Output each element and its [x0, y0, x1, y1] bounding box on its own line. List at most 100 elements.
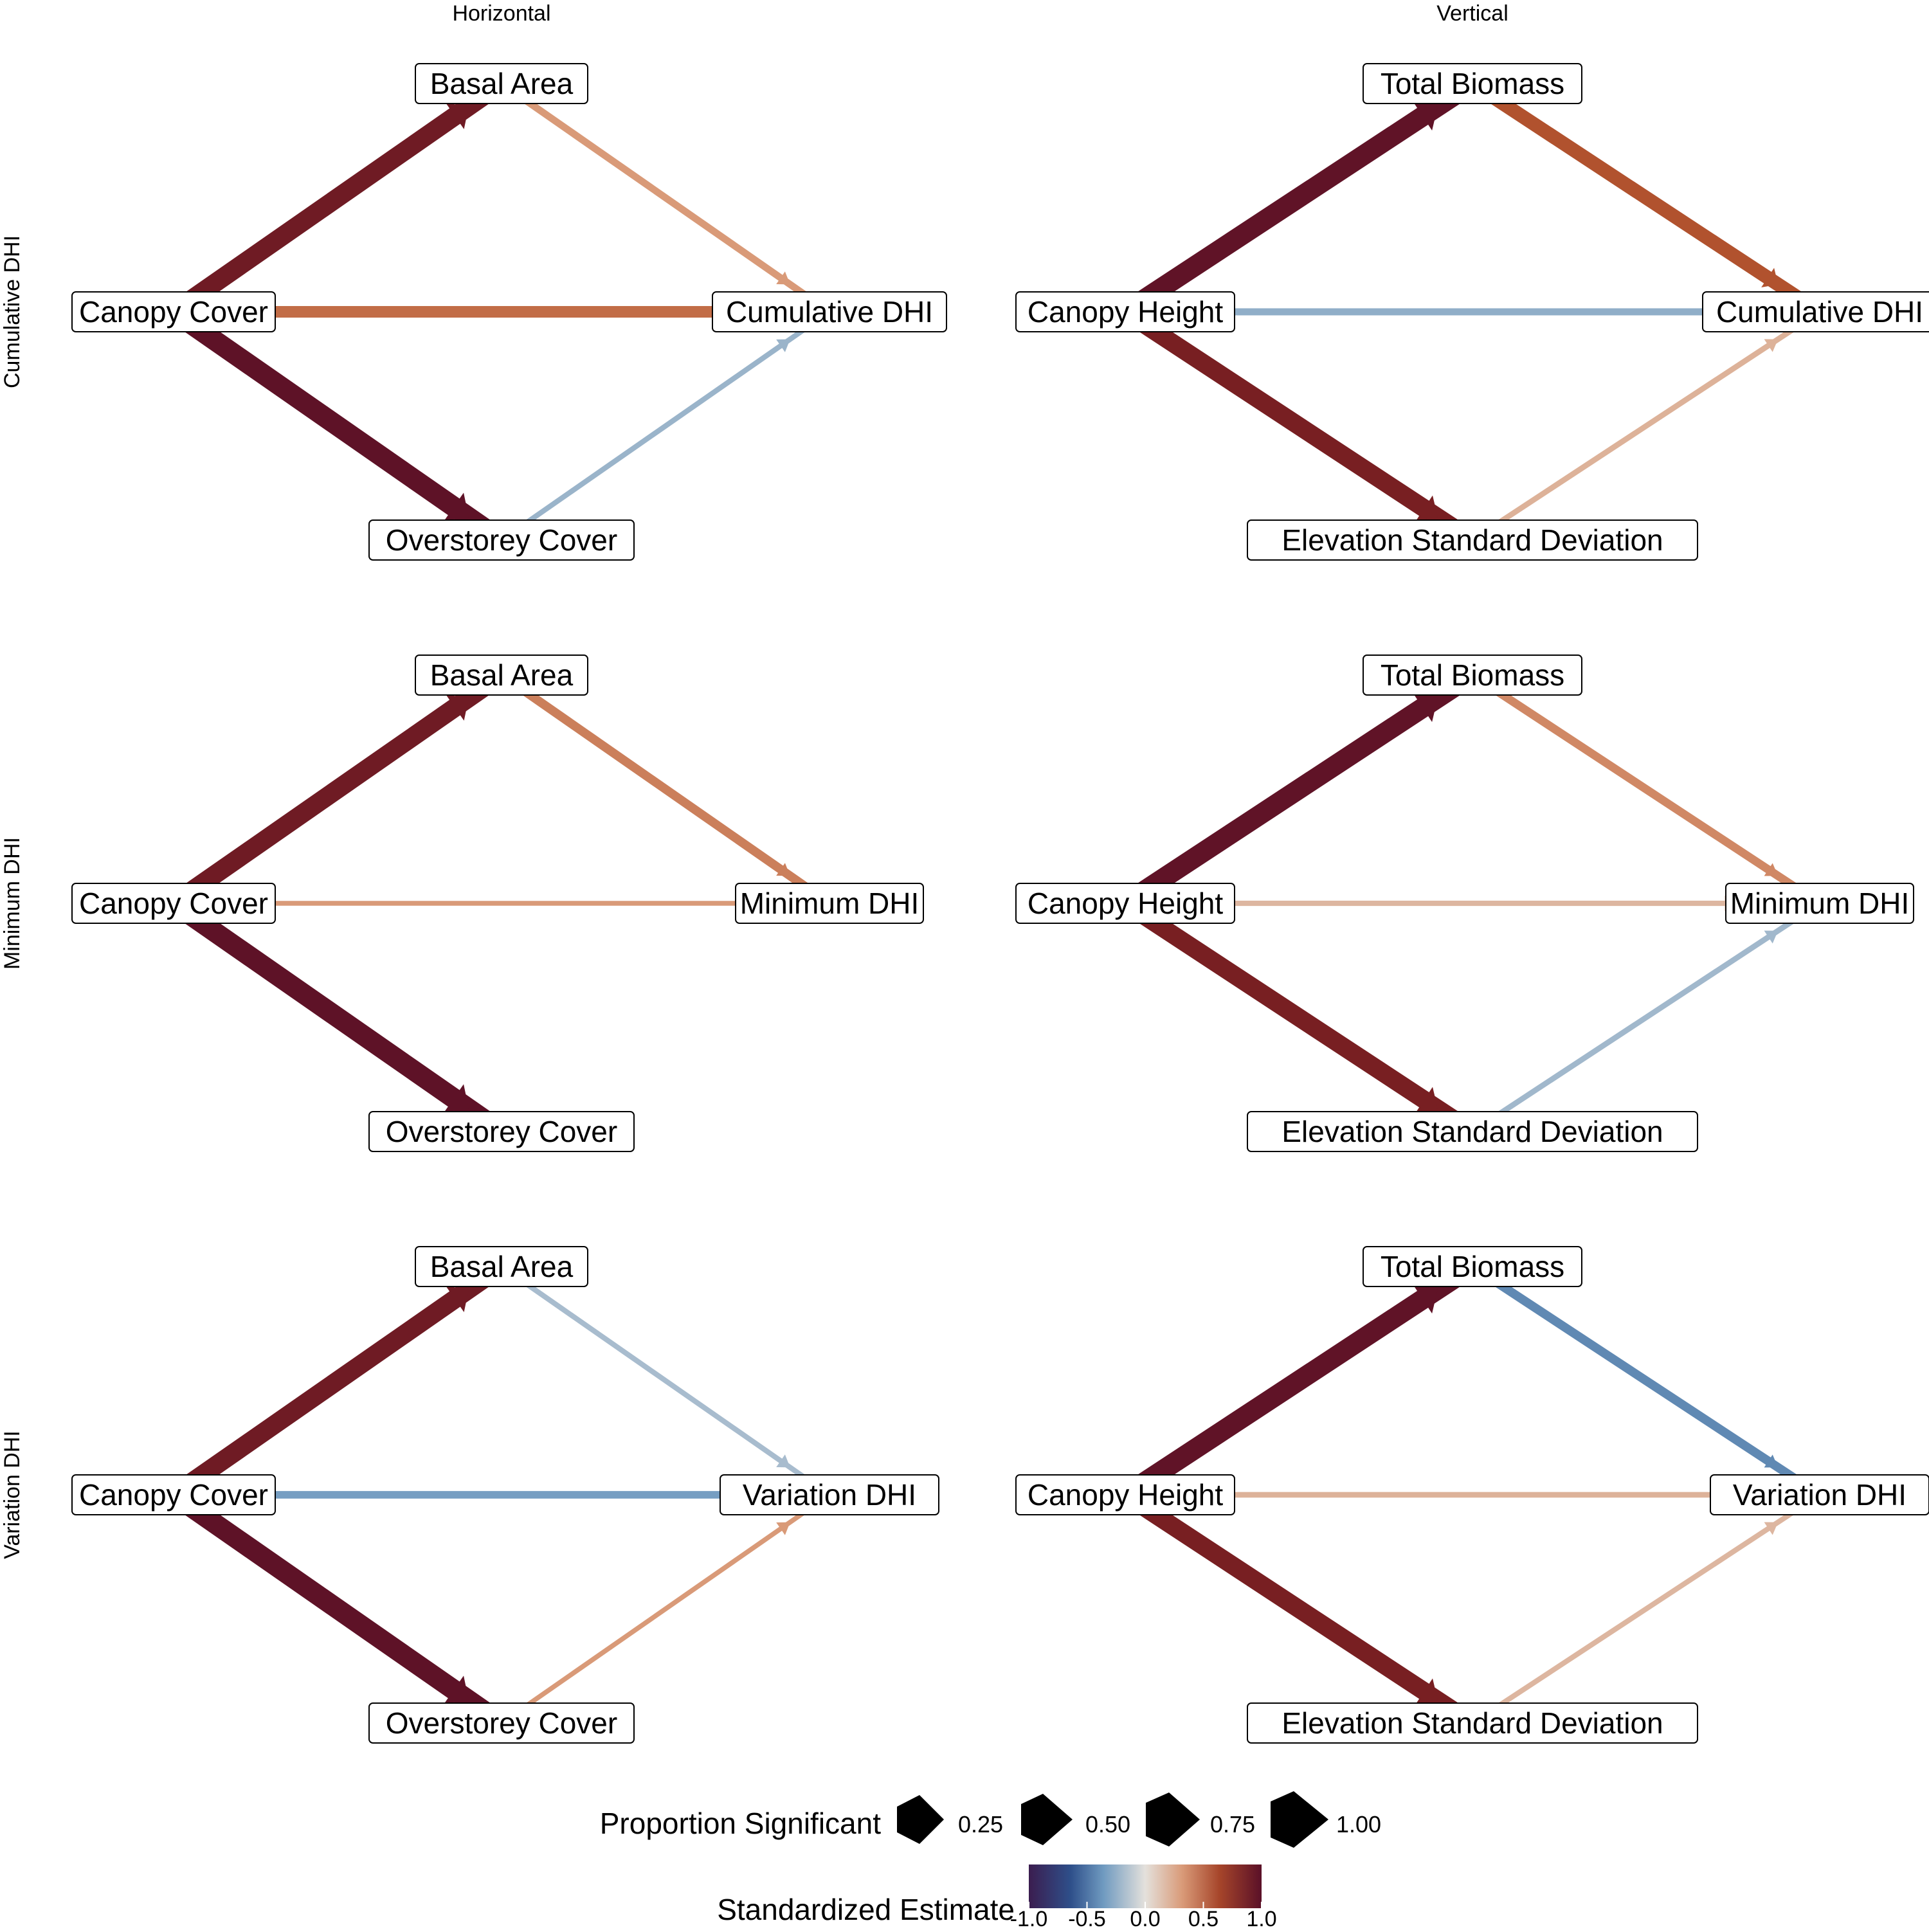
estimate-colorbar	[1029, 1864, 1262, 1908]
legend-key-label: 1.00	[1336, 1811, 1381, 1837]
legend-estimate-title: Standardized Estimate	[717, 1893, 1015, 1926]
node-label-right: Minimum DHI	[740, 887, 919, 920]
node-box	[1363, 655, 1582, 696]
edge-top-to-right	[499, 80, 832, 315]
node-top: Total Biomass	[1363, 1246, 1582, 1287]
node-label-left: Canopy Cover	[79, 295, 268, 329]
panel-horizontal-cumulative-dhi: Basal Area Canopy Cover Cumulative DHI O…	[71, 63, 947, 561]
edge-arrowhead	[446, 694, 469, 721]
edge-left-to-bottom	[1120, 304, 1478, 548]
node-top: Basal Area	[415, 63, 588, 104]
edge-arrowhead	[1764, 1454, 1779, 1468]
edge-arrowhead	[1415, 1087, 1438, 1113]
node-box	[1015, 1474, 1235, 1515]
edge-left-to-bottom	[1120, 896, 1478, 1139]
estimate-tick-label: -1.0	[1010, 1907, 1048, 1929]
node-label-right: Variation DHI	[743, 1478, 916, 1512]
edge-left-to-top	[1119, 75, 1478, 321]
edge-arrowhead	[776, 271, 790, 285]
edge-arrowhead	[1413, 693, 1438, 723]
legend-key-100: 1.00	[1271, 1791, 1381, 1848]
node-label-top: Total Biomass	[1381, 658, 1564, 692]
edge-arrowhead	[1764, 339, 1779, 352]
edge-top-to-right	[1469, 78, 1824, 318]
node-box	[1247, 519, 1698, 561]
node-layer: Basal Area Canopy Cover Variation DHI Ov…	[71, 1246, 939, 1744]
node-label-left: Canopy Height	[1028, 1478, 1224, 1512]
node-bottom: Elevation Standard Deviation	[1247, 519, 1698, 561]
node-right: Minimum DHI	[735, 883, 924, 924]
estimate-tick-label: 0.0	[1130, 1907, 1160, 1929]
node-label-bottom: Elevation Standard Deviation	[1281, 1115, 1663, 1148]
legend-key-label: 0.50	[1085, 1811, 1130, 1837]
edge-layer	[168, 667, 832, 1140]
legend-key-075: 0.75	[1146, 1792, 1255, 1846]
node-box	[1702, 291, 1929, 332]
node-box	[415, 63, 588, 104]
node-box	[735, 883, 924, 924]
node-layer: Basal Area Canopy Cover Cumulative DHI O…	[71, 63, 947, 561]
node-label-bottom: Overstorey Cover	[386, 1706, 617, 1740]
node-label-right: Cumulative DHI	[726, 295, 933, 329]
node-box	[368, 1111, 635, 1152]
node-right: Cumulative DHI	[712, 291, 947, 332]
estimate-tick-label: 0.5	[1188, 1907, 1218, 1929]
node-top: Total Biomass	[1363, 63, 1582, 104]
node-left: Canopy Cover	[71, 883, 276, 924]
edge-bottom-to-right	[1471, 1492, 1822, 1726]
edge-arrowhead	[1764, 863, 1779, 876]
node-box	[1363, 63, 1582, 104]
node-label-top: Basal Area	[430, 1250, 574, 1283]
edge-bottom-to-right	[1471, 901, 1822, 1134]
node-left: Canopy Cover	[71, 291, 276, 332]
node-box	[71, 883, 276, 924]
node-box	[368, 1702, 635, 1744]
edge-arrowhead	[1764, 1522, 1779, 1535]
arrowhead-icon	[1271, 1791, 1328, 1848]
node-right: Minimum DHI	[1725, 883, 1914, 924]
estimate-tick-label: -0.5	[1068, 1907, 1106, 1929]
node-label-top: Basal Area	[430, 67, 574, 100]
node-bottom: Elevation Standard Deviation	[1247, 1111, 1698, 1152]
legend-key-label: 0.75	[1210, 1811, 1255, 1837]
edge-left-to-top	[168, 667, 507, 911]
node-box	[1015, 883, 1235, 924]
node-left: Canopy Cover	[71, 1474, 276, 1515]
arrowhead-icon	[1146, 1792, 1200, 1846]
panel-horizontal-minimum-dhi: Basal Area Canopy Cover Minimum DHI Over…	[71, 655, 924, 1152]
node-bottom: Overstorey Cover	[368, 1702, 635, 1744]
column-title-horizontal: Horizontal	[452, 1, 550, 26]
edge-left-to-bottom	[168, 1486, 507, 1731]
panel-vertical-variation-dhi: Total Biomass Canopy Height Variation DH…	[1015, 1246, 1929, 1744]
node-top: Basal Area	[415, 1246, 588, 1287]
edge-left-to-top	[1119, 666, 1478, 912]
legend-estimate: Standardized Estimate -1.0 -0.5 0.0 0.5 1.0	[717, 1864, 1277, 1931]
edge-arrowhead	[1413, 1285, 1438, 1314]
node-layer: Total Biomass Canopy Height Cumulative D…	[1015, 63, 1929, 561]
node-layer: Total Biomass Canopy Height Variation DH…	[1015, 1246, 1929, 1744]
node-left: Canopy Height	[1015, 291, 1235, 332]
node-label-right: Minimum DHI	[1730, 887, 1910, 920]
node-right: Cumulative DHI	[1702, 291, 1929, 332]
node-right: Variation DHI	[1710, 1474, 1929, 1515]
estimate-ticks: -1.0 -0.5 0.0 0.5 1.0	[1010, 1902, 1277, 1931]
estimate-tick-label: 1.0	[1246, 1907, 1276, 1929]
row-title-variation-dhi: Variation DHI	[0, 1431, 24, 1559]
node-box	[712, 291, 947, 332]
edge-arrowhead	[1761, 267, 1779, 288]
edge-arrowhead	[446, 103, 469, 129]
node-label-left: Canopy Height	[1028, 887, 1224, 920]
edge-left-to-bottom	[168, 895, 507, 1140]
node-box	[720, 1474, 939, 1515]
legend-key-label: 0.25	[958, 1811, 1003, 1837]
node-bottom: Overstorey Cover	[368, 519, 635, 561]
row-title-cumulative-dhi: Cumulative DHI	[0, 235, 24, 388]
legend-proportion: Proportion Significant 0.25 0.50 0.75 1.…	[600, 1791, 1381, 1848]
panel-horizontal-variation-dhi: Basal Area Canopy Cover Variation DHI Ov…	[71, 1246, 939, 1744]
node-label-left: Canopy Height	[1028, 295, 1224, 329]
edge-layer	[1119, 666, 1822, 1139]
node-box	[1247, 1111, 1698, 1152]
edge-bottom-to-right	[1471, 309, 1822, 543]
node-box	[415, 655, 588, 696]
